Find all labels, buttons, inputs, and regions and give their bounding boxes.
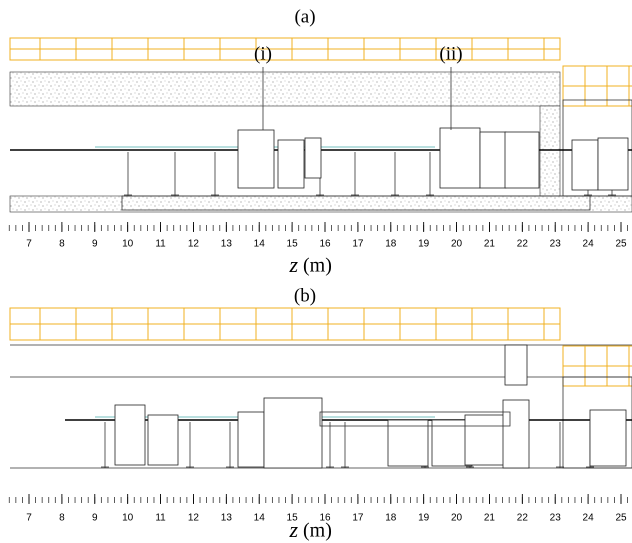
concrete-wall	[9, 71, 561, 107]
axis-variable: z	[288, 252, 298, 277]
tick-label: 7	[26, 239, 32, 250]
tick-label: 20	[451, 513, 463, 524]
tick-label: 18	[385, 513, 397, 524]
tick-label: 23	[550, 239, 562, 250]
tick-label: 12	[188, 239, 200, 250]
panel-label: (a)	[294, 6, 315, 27]
equipment	[277, 139, 305, 189]
axis-variable: z	[288, 517, 298, 542]
panel-a: (a) (i) (ii) 7 8 9 10 11 12 13 14 15 16 17 18 19 20 21 22 2…	[8, 6, 632, 277]
equipment	[502, 399, 530, 469]
tick-label: 8	[59, 239, 65, 250]
tick-label: 21	[484, 239, 496, 250]
equipment	[387, 419, 429, 467]
tick-label: 12	[188, 513, 200, 524]
equipment	[589, 409, 627, 467]
tick-label: 13	[221, 239, 233, 250]
callout-label: (ii)	[439, 43, 462, 64]
tick-label: 22	[517, 239, 529, 250]
tick-label: 22	[517, 513, 529, 524]
tick-label: 25	[615, 513, 627, 524]
floor-outline	[121, 195, 591, 211]
tick-label: 15	[287, 239, 299, 250]
tick-label: 24	[583, 239, 595, 250]
equipment	[464, 414, 506, 466]
equipment	[571, 139, 599, 191]
equipment	[479, 131, 507, 189]
tick-label: 15	[287, 513, 299, 524]
room-outline	[562, 99, 632, 197]
room-outline	[562, 376, 632, 469]
tick-label: 17	[352, 513, 364, 524]
equipment	[263, 397, 323, 469]
equipment	[237, 129, 275, 189]
tick-label: 9	[92, 239, 98, 250]
tick-label: 16	[319, 513, 331, 524]
tick-label: 16	[319, 239, 331, 250]
tick-label: 11	[155, 239, 166, 250]
tick-label: 20	[451, 239, 463, 250]
pipe	[319, 411, 511, 427]
tick-label: 24	[583, 513, 595, 524]
axis-unit: (m)	[303, 255, 332, 277]
axis-unit: (m)	[303, 520, 332, 542]
callout-label: (i)	[254, 43, 272, 64]
tick-label: 17	[352, 239, 364, 250]
tick-label: 10	[122, 239, 134, 250]
tick-label: 14	[254, 239, 266, 250]
panel-b: (b) 7 8 9 10 11 12 13 14 15 16 17 18 19 20 21 22 23 24 25 z(…	[8, 285, 632, 542]
tick-label: 9	[92, 513, 98, 524]
concrete-wall	[539, 105, 561, 197]
equipment	[147, 414, 179, 466]
equipment	[504, 131, 540, 189]
equipment	[237, 411, 265, 468]
equipment	[439, 127, 481, 189]
tick-label: 19	[418, 239, 430, 250]
tick-label: 14	[254, 513, 266, 524]
tick-label: 11	[155, 513, 166, 524]
tick-label: 25	[615, 239, 627, 250]
equipment	[597, 137, 629, 191]
tick-label: 13	[221, 513, 233, 524]
tick-label: 21	[484, 513, 496, 524]
tick-label: 7	[26, 513, 32, 524]
tick-label: 10	[122, 513, 134, 524]
column	[504, 344, 528, 386]
tick-label: 23	[550, 513, 562, 524]
tick-label: 18	[385, 239, 397, 250]
tick-label: 8	[59, 513, 65, 524]
tick-label: 19	[418, 513, 430, 524]
equipment	[304, 137, 322, 179]
panel-label: (b)	[294, 285, 316, 306]
equipment	[114, 404, 146, 466]
